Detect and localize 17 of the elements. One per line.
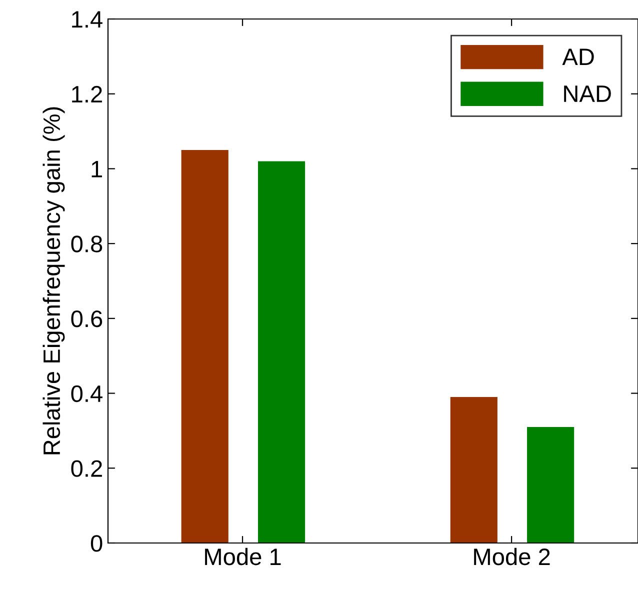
y-axis-title: Relative Eigenfrequency gain (%)	[42, 107, 65, 454]
x-tick-label: Mode 1	[205, 548, 281, 566]
y-tick-label: 1	[92, 161, 102, 178]
x-tick-label: Mode 2	[474, 548, 550, 566]
y-tick-label: 1.2	[72, 86, 102, 102]
legend-label: NAD	[564, 86, 611, 102]
bar	[527, 426, 574, 543]
bar	[450, 397, 498, 543]
legend-label: AD	[562, 48, 594, 66]
y-tick-label: 1.4	[72, 11, 102, 28]
bar	[181, 150, 228, 543]
y-tick-label: 0.4	[71, 385, 102, 402]
bar	[258, 161, 306, 543]
y-tick-label: 0.8	[71, 236, 102, 252]
y-tick-label: 0	[90, 535, 102, 552]
y-tick-label: 0.6	[71, 310, 102, 328]
y-tick-label: 0.2	[71, 460, 102, 477]
